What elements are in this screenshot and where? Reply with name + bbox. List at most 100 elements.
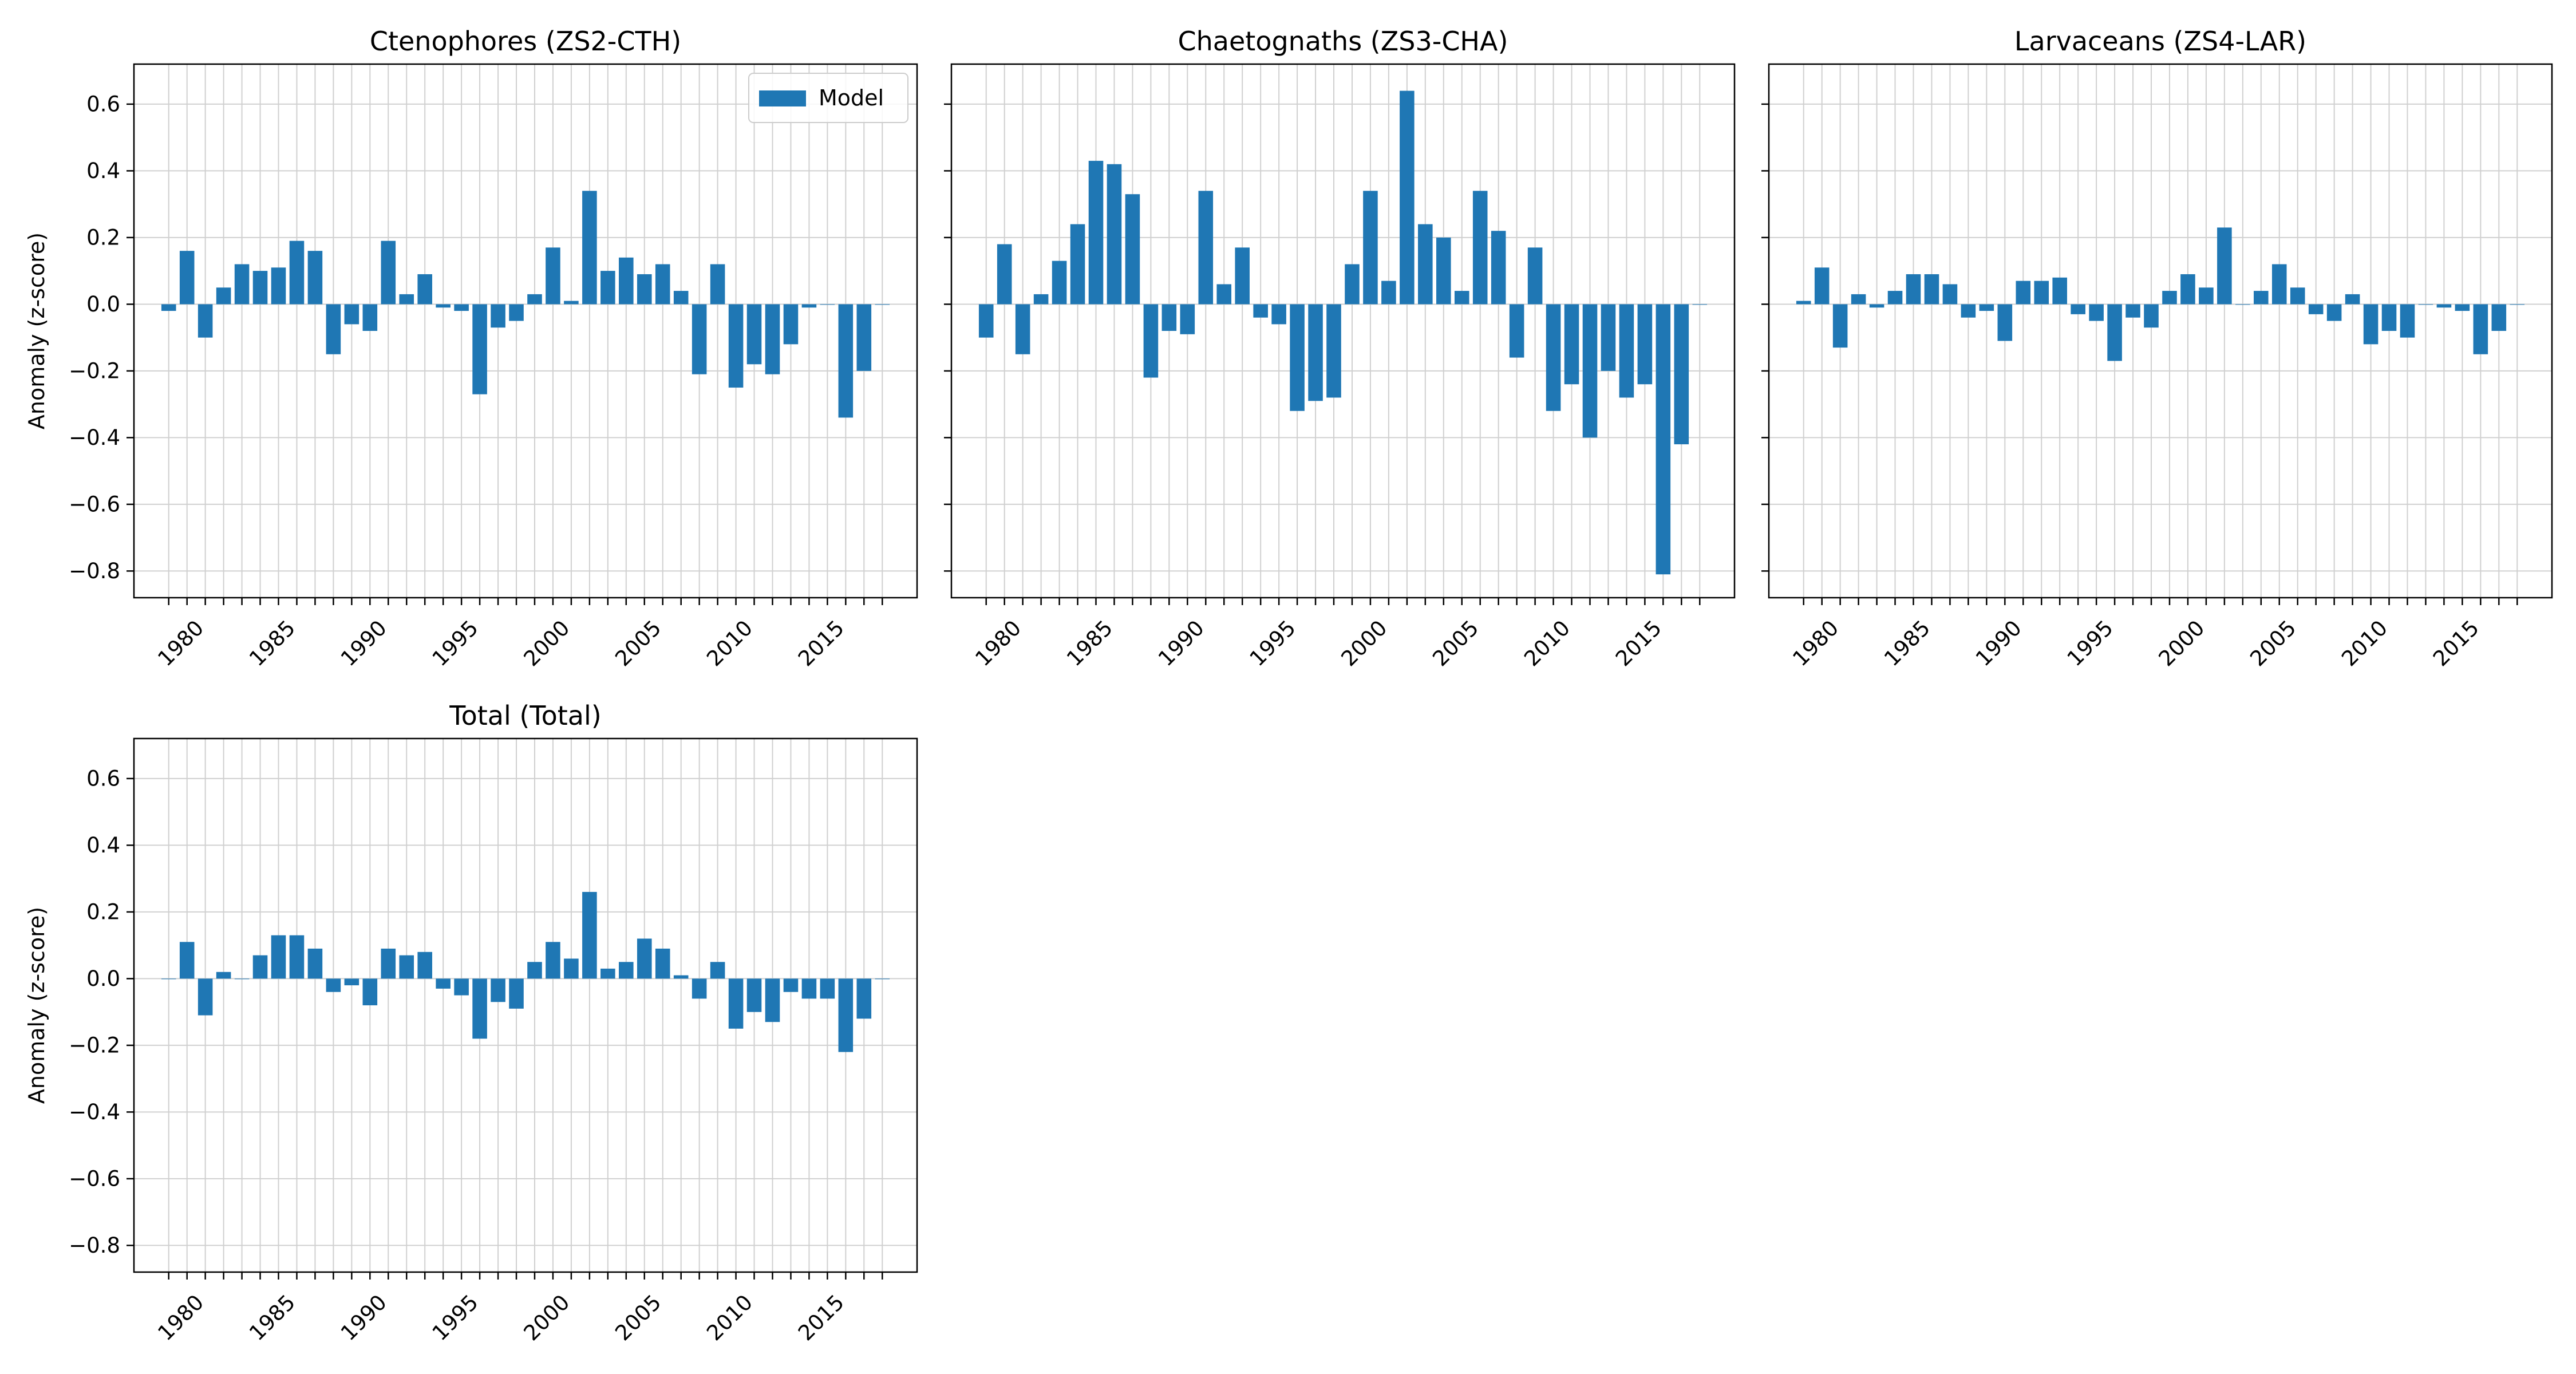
legend-swatch [759, 90, 806, 106]
bar [2125, 304, 2140, 318]
bar [161, 304, 176, 311]
bar [417, 951, 432, 979]
bar [1637, 304, 1653, 385]
y-axis-label: Anomaly (z-score) [24, 907, 49, 1104]
bar [564, 301, 579, 305]
bar [546, 942, 560, 979]
y-tick-label: 0.6 [86, 766, 120, 791]
bar [1400, 90, 1415, 305]
bar [271, 935, 286, 979]
bar [1107, 164, 1122, 305]
bar [1015, 304, 1030, 354]
bar [2418, 304, 2433, 305]
bar [2217, 227, 2232, 305]
bar [381, 240, 396, 305]
y-axis-label: Anomaly (z-score) [24, 232, 49, 429]
bar [491, 978, 505, 1002]
bar [362, 978, 378, 1005]
bar [1979, 304, 1994, 311]
bar [2162, 291, 2177, 305]
bar [1381, 281, 1396, 305]
y-tick-label: −0.8 [69, 559, 120, 583]
bar [582, 191, 597, 305]
bar [527, 294, 542, 305]
bar [381, 948, 396, 979]
y-tick-label: −0.6 [69, 492, 120, 516]
bar [655, 264, 670, 305]
bar [1942, 284, 1958, 305]
bar [1088, 160, 1104, 305]
bar [491, 304, 505, 328]
bar [728, 304, 744, 388]
chart-title: Total (Total) [449, 700, 601, 731]
bar [1869, 304, 1884, 308]
bar [2326, 304, 2342, 321]
bar [1472, 191, 1488, 305]
y-tick-label: 0.0 [86, 292, 120, 317]
bar [582, 891, 597, 979]
bar [2254, 291, 2269, 305]
bar [234, 264, 250, 305]
bar [417, 274, 432, 305]
bar [179, 251, 195, 305]
bar [710, 264, 725, 305]
bar [1363, 191, 1378, 305]
chart-panel-1: 1980 1985 1990 1995 2000 2005 2010 2015Chaetogn… [944, 26, 1736, 671]
y-tick-label: −0.4 [69, 1100, 120, 1124]
bar [2491, 304, 2507, 331]
bar [546, 247, 560, 305]
y-tick-label: 0.2 [86, 225, 120, 250]
y-tick-label: 0.0 [86, 966, 120, 991]
bar [216, 287, 231, 305]
bar [1143, 304, 1159, 378]
bar [2180, 274, 2195, 305]
bar [2271, 264, 2287, 305]
bar [436, 978, 451, 989]
bar [2473, 304, 2488, 354]
bar [1454, 291, 1469, 305]
bar [783, 304, 799, 345]
bar [673, 291, 689, 305]
bar [1253, 304, 1268, 318]
bar [655, 948, 670, 979]
bar [2400, 304, 2415, 338]
bar [673, 975, 689, 979]
y-tick-label: −0.8 [69, 1233, 120, 1258]
bar [234, 978, 250, 980]
y-tick-label: −0.6 [69, 1166, 120, 1191]
bar [454, 978, 469, 996]
bar [1326, 304, 1341, 398]
bar [2199, 287, 2214, 305]
bar [472, 978, 487, 1039]
bar [1924, 274, 1939, 305]
bar [326, 978, 341, 992]
bar [856, 978, 872, 1019]
bar [2308, 304, 2324, 314]
bar [2144, 304, 2159, 328]
bar [820, 304, 835, 305]
bar [600, 968, 615, 979]
chart-title: Larvaceans (ZS4-LAR) [2014, 26, 2306, 57]
bar [271, 267, 286, 305]
bar [619, 257, 634, 305]
bar [1656, 304, 1671, 575]
bar [1601, 304, 1616, 371]
bar [2107, 304, 2122, 361]
bar [2016, 281, 2031, 305]
bar [1290, 304, 1305, 411]
bar [1509, 304, 1524, 358]
bar [527, 962, 542, 979]
bar [307, 251, 323, 305]
y-tick-label: 0.6 [86, 92, 120, 116]
bar [1418, 224, 1433, 305]
legend-box [748, 73, 908, 123]
bar [1619, 304, 1634, 398]
bar [1125, 194, 1140, 305]
bar [1345, 264, 1360, 305]
bar [1033, 294, 1049, 305]
axes-frame [133, 737, 918, 1273]
bar [637, 938, 652, 979]
bar [637, 274, 652, 305]
bar [765, 304, 780, 374]
bar [692, 304, 707, 374]
